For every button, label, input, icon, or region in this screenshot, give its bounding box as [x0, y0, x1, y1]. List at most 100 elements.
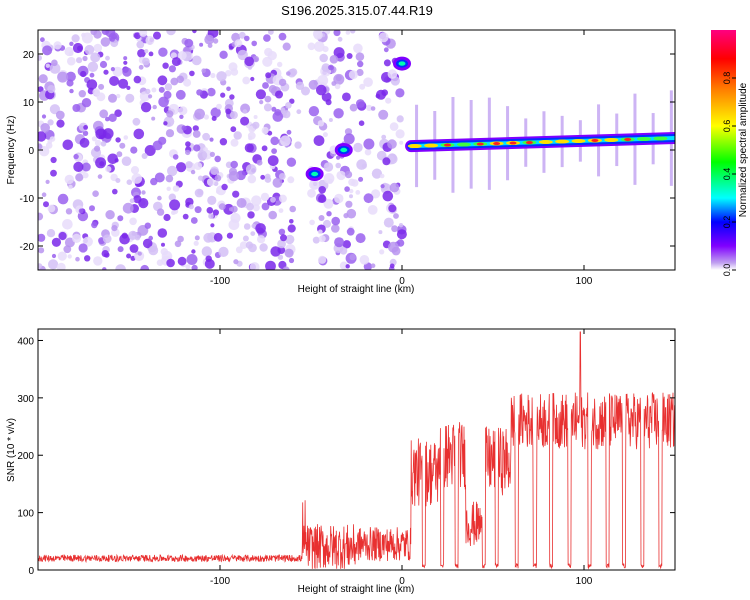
noise-speckle [194, 206, 202, 214]
noise-speckle [125, 93, 135, 103]
noise-speckle [359, 83, 366, 90]
noise-speckle [78, 90, 87, 98]
noise-speckle [396, 239, 405, 247]
noise-speckle [350, 30, 356, 34]
x-tick-label: -100 [210, 576, 230, 587]
noise-speckle [345, 30, 351, 35]
noise-speckle [153, 31, 161, 40]
noise-speckle [211, 116, 217, 121]
noise-speckle [199, 42, 204, 47]
noise-speckle [312, 236, 320, 244]
noise-speckle [261, 126, 269, 135]
noise-speckle [308, 79, 319, 90]
noise-speckle [337, 36, 343, 42]
noise-speckle [210, 166, 219, 175]
noise-speckle [67, 254, 72, 259]
noise-speckle [343, 133, 355, 145]
noise-speckle [93, 30, 102, 39]
noise-speckle [115, 178, 121, 183]
carrier-hotspot [456, 142, 471, 147]
noise-speckle [289, 98, 295, 104]
noise-speckle [228, 219, 240, 231]
noise-speckle [172, 185, 180, 192]
noise-speckle [163, 121, 168, 126]
noise-speckle [260, 192, 270, 202]
noise-speckle [176, 75, 184, 84]
noise-speckle [280, 234, 287, 242]
noise-speckle [285, 102, 292, 109]
noise-speckle [329, 55, 339, 64]
noise-speckle [161, 242, 165, 247]
noise-speckle [263, 34, 271, 42]
noise-speckle [134, 234, 141, 241]
noise-speckle [171, 57, 181, 67]
noise-speckle [129, 198, 135, 204]
noise-speckle [333, 108, 344, 119]
noise-speckle [203, 232, 214, 243]
noise-speckle [218, 203, 226, 211]
noise-speckle [122, 202, 134, 214]
colorbar: 0.0 0.2 0.4 0.6 0.8 Normalized spectral ampl… [711, 30, 749, 276]
noise-speckle [114, 109, 122, 117]
noise-speckle [247, 174, 257, 184]
noise-speckle [129, 217, 137, 226]
noise-speckle [62, 219, 73, 230]
noise-speckle [284, 248, 294, 258]
noise-speckle [331, 216, 341, 226]
noise-speckle [123, 135, 129, 140]
noise-speckle [396, 229, 407, 240]
noise-speckle [163, 90, 172, 99]
x-tick-label: 0 [399, 576, 405, 587]
noise-speckle [289, 205, 297, 213]
noise-speckle [51, 237, 62, 247]
noise-speckle [105, 55, 110, 61]
noise-speckle [371, 189, 381, 199]
noise-speckle [126, 179, 133, 185]
noise-speckle [100, 141, 107, 147]
noise-speckle [235, 246, 243, 254]
noise-speckle [40, 123, 50, 133]
colorbar-tick-label: 0.8 [722, 72, 732, 85]
noise-speckle [144, 49, 149, 54]
noise-speckle [277, 254, 284, 260]
noise-speckle [214, 174, 222, 182]
noise-speckle [202, 132, 211, 141]
noise-speckle [363, 138, 375, 150]
noise-speckle [73, 153, 79, 160]
noise-speckle [355, 52, 365, 61]
noise-speckle [334, 193, 344, 204]
noise-speckle [342, 92, 351, 102]
snr-series-line [38, 331, 675, 570]
noise-speckle [223, 203, 235, 215]
noise-speckle [157, 195, 162, 201]
noise-speckle [71, 34, 80, 43]
noise-speckle [225, 108, 232, 115]
noise-speckle [314, 41, 325, 52]
noise-speckle [379, 173, 385, 179]
noise-speckle [271, 148, 277, 155]
noise-speckle [190, 169, 196, 175]
noise-speckle [214, 155, 221, 163]
noise-speckle [366, 104, 373, 111]
noise-speckle [353, 142, 363, 153]
noise-speckle [210, 107, 221, 118]
blob-core [340, 147, 348, 153]
noise-speckle [169, 199, 181, 211]
colorbar-label: Normalized spectral amplitude [738, 82, 749, 217]
noise-speckle [212, 38, 219, 44]
noise-speckle [339, 247, 348, 255]
noise-speckle [230, 205, 238, 213]
noise-speckle [152, 104, 157, 110]
noise-speckle [385, 97, 392, 104]
noise-speckle [67, 56, 76, 66]
noise-speckle [225, 70, 232, 77]
noise-speckle [237, 49, 248, 61]
noise-speckle [287, 176, 295, 184]
noise-speckle [220, 92, 226, 98]
noise-speckle [176, 162, 187, 173]
noise-speckle [260, 174, 266, 180]
noise-speckle [80, 70, 87, 78]
noise-speckle [216, 103, 222, 110]
noise-speckle [204, 34, 215, 45]
noise-speckle [380, 184, 385, 189]
